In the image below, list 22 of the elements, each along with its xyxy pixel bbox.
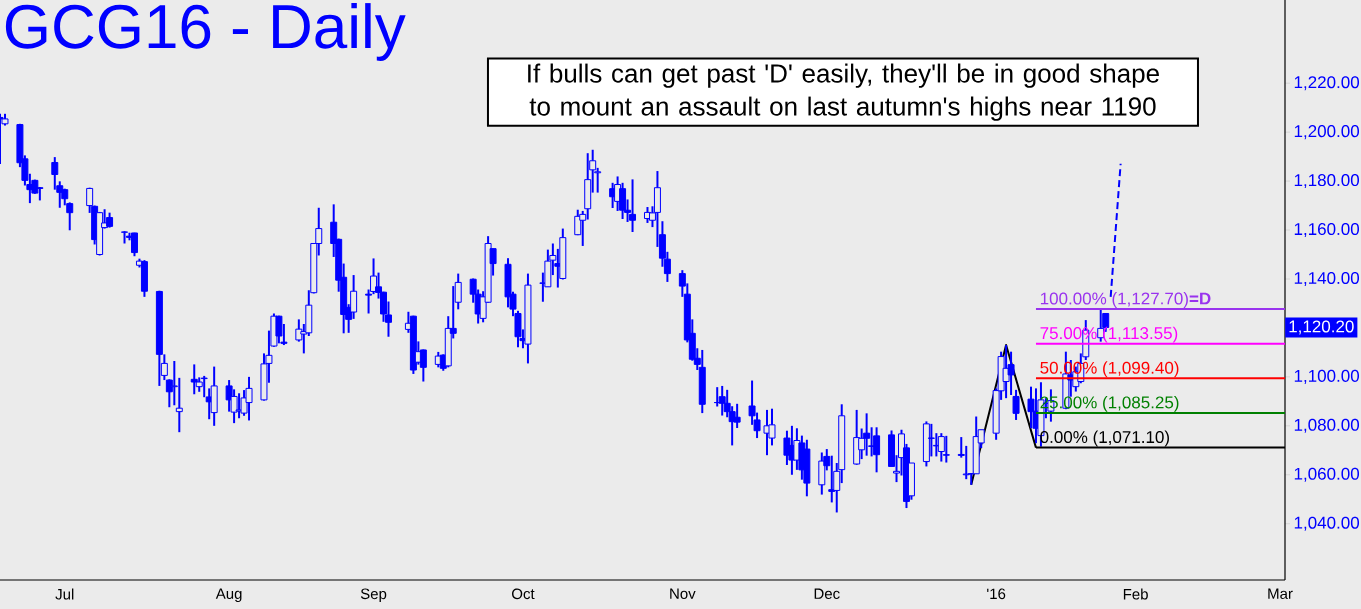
chart-title: GCG16 - Daily: [5, 3, 406, 61]
x-tick-label: Oct: [512, 588, 535, 600]
y-tick-label: 1,200.00: [1294, 125, 1360, 140]
y-tick-label: 1,060.00: [1294, 467, 1360, 482]
x-tick-label: Jul: [55, 588, 74, 600]
annotation: If bulls can get past 'D' easily, they'll be in good shape to mount an assault on last autumn's highs near 1190: [528, 63, 1159, 121]
x-tick-label: Nov: [670, 588, 696, 599]
x-tick-label: Dec: [814, 588, 840, 599]
x-tick-label: '16: [987, 588, 1006, 600]
x-tick-label: Sep: [360, 588, 387, 603]
series-label: 100.00% (1,127.70)=D: [1040, 292, 1211, 308]
y-tick-label: 1,100.00: [1294, 369, 1360, 384]
x-tick-label: Aug: [215, 588, 242, 602]
x-tick-label: Feb: [1123, 588, 1148, 600]
y-tick-label: 1,180.00: [1294, 174, 1360, 189]
y-tick-label: 1,160.00: [1294, 223, 1360, 238]
x-tick-label: Mar: [1268, 588, 1293, 599]
y-tick-label: 1,220.00: [1294, 76, 1360, 91]
text: 1,120.20: [1289, 320, 1354, 335]
y-tick-label: 1,140.00: [1294, 271, 1360, 286]
y-tick-label: 1,080.00: [1294, 418, 1360, 433]
y-tick-label: 1,040.00: [1294, 516, 1360, 531]
